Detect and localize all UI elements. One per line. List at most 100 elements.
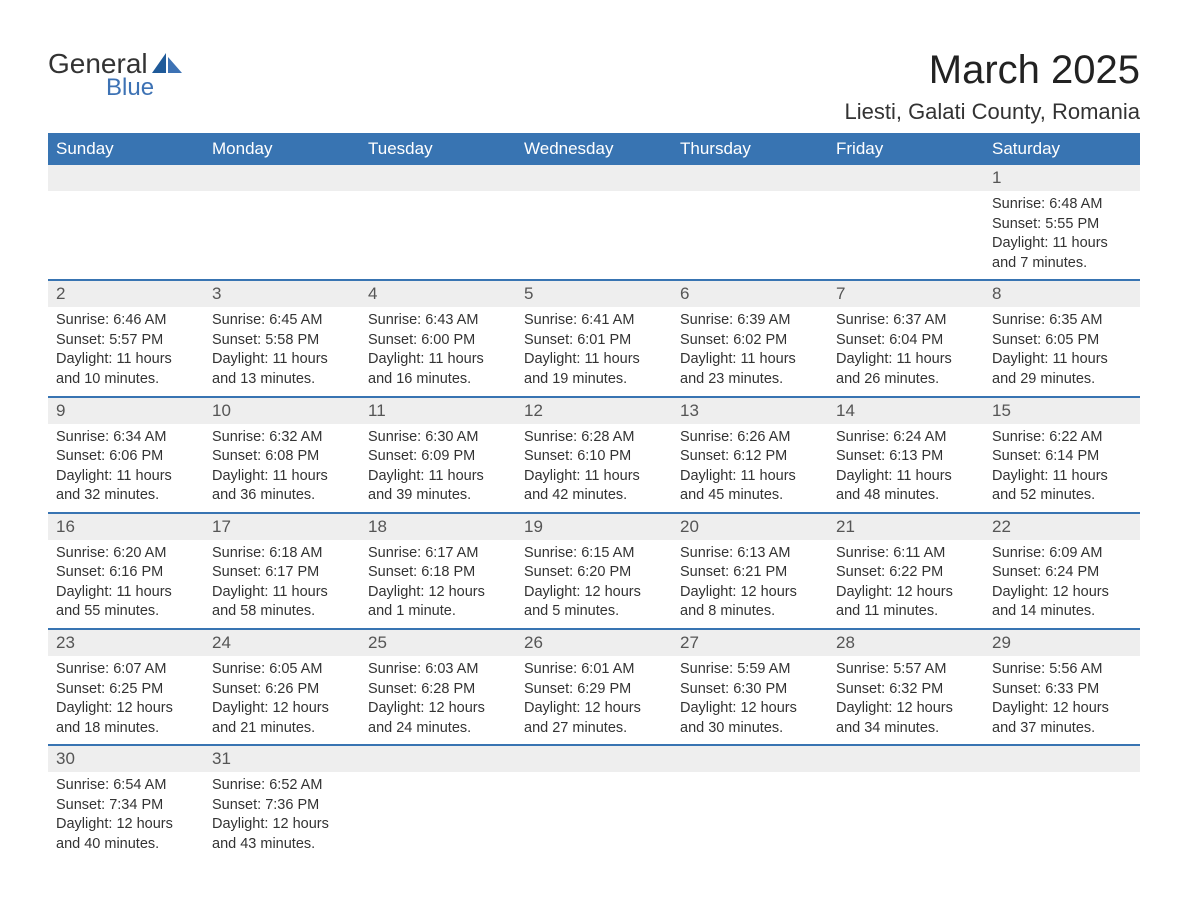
day-number-row: 16171819202122 (48, 513, 1140, 540)
day-number-cell: 18 (360, 513, 516, 540)
sunset-text: Sunset: 5:58 PM (212, 331, 352, 351)
day-number-cell: 17 (204, 513, 360, 540)
daylight-text: and 43 minutes. (212, 835, 352, 855)
sunset-text: Sunset: 6:28 PM (368, 680, 508, 700)
sunrise-text: Sunrise: 6:39 AM (680, 311, 820, 331)
day-content-row: Sunrise: 6:07 AMSunset: 6:25 PMDaylight:… (48, 656, 1140, 745)
sunset-text: Sunset: 6:14 PM (992, 447, 1132, 467)
daylight-text: Daylight: 12 hours (524, 583, 664, 603)
day-content-cell: Sunrise: 6:48 AMSunset: 5:55 PMDaylight:… (984, 191, 1140, 280)
sunset-text: Sunset: 6:25 PM (56, 680, 196, 700)
day-content-cell (48, 191, 204, 280)
daylight-text: Daylight: 12 hours (836, 699, 976, 719)
weekday-header: Saturday (984, 133, 1140, 165)
day-content-cell: Sunrise: 6:18 AMSunset: 6:17 PMDaylight:… (204, 540, 360, 629)
sunrise-text: Sunrise: 6:30 AM (368, 428, 508, 448)
daylight-text: and 32 minutes. (56, 486, 196, 506)
daylight-text: Daylight: 11 hours (56, 583, 196, 603)
daylight-text: and 55 minutes. (56, 602, 196, 622)
day-number-cell: 10 (204, 397, 360, 424)
daylight-text: and 58 minutes. (212, 602, 352, 622)
sunset-text: Sunset: 6:02 PM (680, 331, 820, 351)
sunrise-text: Sunrise: 6:01 AM (524, 660, 664, 680)
day-content-row: Sunrise: 6:34 AMSunset: 6:06 PMDaylight:… (48, 424, 1140, 513)
brand-logo: General Blue (48, 48, 182, 102)
sunset-text: Sunset: 6:04 PM (836, 331, 976, 351)
daylight-text: Daylight: 11 hours (56, 350, 196, 370)
day-content-row: Sunrise: 6:20 AMSunset: 6:16 PMDaylight:… (48, 540, 1140, 629)
daylight-text: Daylight: 12 hours (56, 815, 196, 835)
sunrise-text: Sunrise: 6:05 AM (212, 660, 352, 680)
weekday-header: Wednesday (516, 133, 672, 165)
daylight-text: and 39 minutes. (368, 486, 508, 506)
day-number-cell: 27 (672, 629, 828, 656)
weekday-header: Thursday (672, 133, 828, 165)
daylight-text: Daylight: 11 hours (680, 467, 820, 487)
day-number-row: 1 (48, 165, 1140, 191)
day-number-cell (48, 165, 204, 191)
day-content-cell: Sunrise: 6:35 AMSunset: 6:05 PMDaylight:… (984, 307, 1140, 396)
day-number-cell: 16 (48, 513, 204, 540)
sunset-text: Sunset: 6:26 PM (212, 680, 352, 700)
daylight-text: and 14 minutes. (992, 602, 1132, 622)
sunrise-text: Sunrise: 5:56 AM (992, 660, 1132, 680)
daylight-text: Daylight: 11 hours (368, 467, 508, 487)
sunset-text: Sunset: 6:32 PM (836, 680, 976, 700)
day-content-cell: Sunrise: 6:01 AMSunset: 6:29 PMDaylight:… (516, 656, 672, 745)
weekday-header-row: Sunday Monday Tuesday Wednesday Thursday… (48, 133, 1140, 165)
day-number-cell (360, 165, 516, 191)
daylight-text: Daylight: 12 hours (992, 583, 1132, 603)
day-content-cell: Sunrise: 6:28 AMSunset: 6:10 PMDaylight:… (516, 424, 672, 513)
daylight-text: and 42 minutes. (524, 486, 664, 506)
daylight-text: Daylight: 12 hours (680, 583, 820, 603)
daylight-text: and 24 minutes. (368, 719, 508, 739)
day-content-cell (672, 191, 828, 280)
daylight-text: Daylight: 11 hours (680, 350, 820, 370)
day-content-cell: Sunrise: 6:15 AMSunset: 6:20 PMDaylight:… (516, 540, 672, 629)
day-number-cell (204, 165, 360, 191)
day-number-cell (516, 745, 672, 772)
sunrise-text: Sunrise: 6:22 AM (992, 428, 1132, 448)
day-number-cell: 23 (48, 629, 204, 656)
sunset-text: Sunset: 6:09 PM (368, 447, 508, 467)
daylight-text: and 10 minutes. (56, 370, 196, 390)
day-content-cell: Sunrise: 6:24 AMSunset: 6:13 PMDaylight:… (828, 424, 984, 513)
page-header: General Blue March 2025 Liesti, Galati C… (48, 48, 1140, 125)
sunrise-text: Sunrise: 6:11 AM (836, 544, 976, 564)
day-content-cell: Sunrise: 6:30 AMSunset: 6:09 PMDaylight:… (360, 424, 516, 513)
day-content-cell: Sunrise: 6:54 AMSunset: 7:34 PMDaylight:… (48, 772, 204, 860)
weekday-header: Monday (204, 133, 360, 165)
daylight-text: and 23 minutes. (680, 370, 820, 390)
day-number-cell (828, 165, 984, 191)
sunset-text: Sunset: 6:05 PM (992, 331, 1132, 351)
sunset-text: Sunset: 6:08 PM (212, 447, 352, 467)
sunset-text: Sunset: 6:01 PM (524, 331, 664, 351)
day-number-cell: 30 (48, 745, 204, 772)
daylight-text: and 48 minutes. (836, 486, 976, 506)
day-number-cell: 4 (360, 280, 516, 307)
sunrise-text: Sunrise: 6:03 AM (368, 660, 508, 680)
day-content-cell: Sunrise: 6:37 AMSunset: 6:04 PMDaylight:… (828, 307, 984, 396)
daylight-text: Daylight: 12 hours (368, 699, 508, 719)
day-content-row: Sunrise: 6:46 AMSunset: 5:57 PMDaylight:… (48, 307, 1140, 396)
sunset-text: Sunset: 7:34 PM (56, 796, 196, 816)
daylight-text: and 37 minutes. (992, 719, 1132, 739)
sunset-text: Sunset: 6:21 PM (680, 563, 820, 583)
day-content-row: Sunrise: 6:48 AMSunset: 5:55 PMDaylight:… (48, 191, 1140, 280)
day-number-cell (828, 745, 984, 772)
day-number-cell: 5 (516, 280, 672, 307)
sunrise-text: Sunrise: 6:13 AM (680, 544, 820, 564)
day-content-cell: Sunrise: 6:22 AMSunset: 6:14 PMDaylight:… (984, 424, 1140, 513)
day-number-cell: 20 (672, 513, 828, 540)
daylight-text: and 8 minutes. (680, 602, 820, 622)
day-number-cell: 3 (204, 280, 360, 307)
day-content-cell: Sunrise: 5:57 AMSunset: 6:32 PMDaylight:… (828, 656, 984, 745)
day-content-cell: Sunrise: 6:13 AMSunset: 6:21 PMDaylight:… (672, 540, 828, 629)
sunrise-text: Sunrise: 5:57 AM (836, 660, 976, 680)
day-number-cell: 2 (48, 280, 204, 307)
daylight-text: Daylight: 12 hours (212, 699, 352, 719)
sunset-text: Sunset: 6:06 PM (56, 447, 196, 467)
daylight-text: and 36 minutes. (212, 486, 352, 506)
daylight-text: Daylight: 11 hours (992, 467, 1132, 487)
day-number-cell: 12 (516, 397, 672, 424)
